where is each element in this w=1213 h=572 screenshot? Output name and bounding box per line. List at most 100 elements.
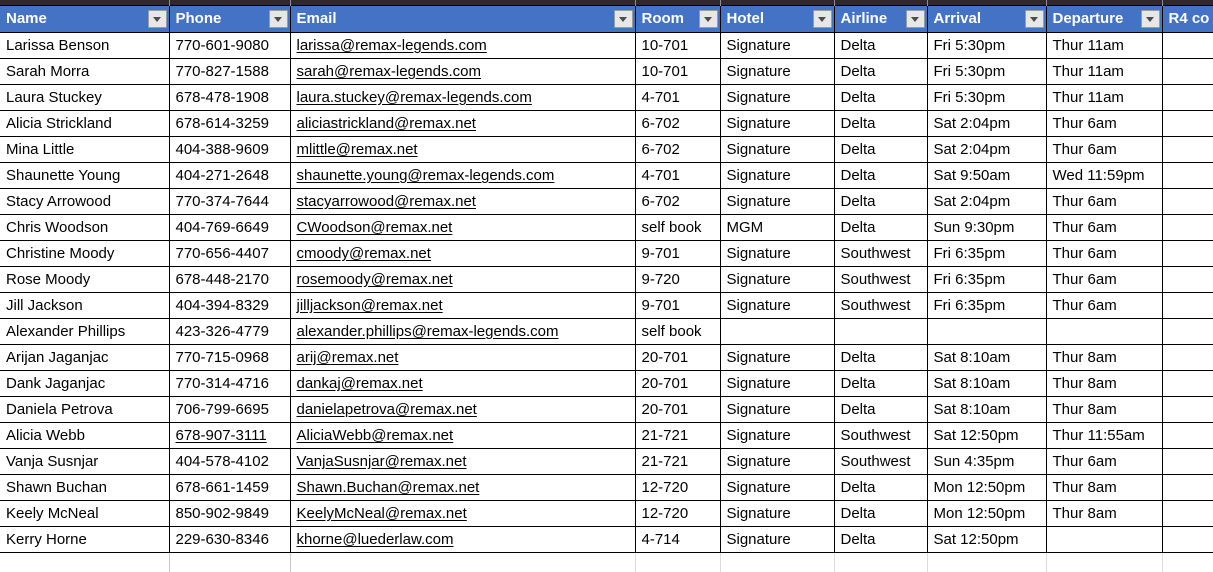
cell-arrival[interactable]: Sat 2:04pm (926, 188, 1047, 215)
cell-hotel[interactable]: Signature (719, 422, 835, 449)
cell-arrival[interactable]: Fri 5:30pm (926, 58, 1047, 85)
cell-r4[interactable] (1161, 240, 1213, 267)
cell-name[interactable]: Chris Woodson (0, 214, 170, 241)
cell-room[interactable]: 21-721 (634, 422, 721, 449)
column-header-phone[interactable]: Phone (168, 5, 291, 33)
cell-email[interactable]: VanjaSusnjar@remax.net (289, 448, 636, 475)
cell-departure[interactable] (1045, 318, 1163, 345)
cell-r4[interactable] (1161, 318, 1213, 345)
cell-arrival[interactable]: Sat 9:50am (926, 162, 1047, 189)
column-header-departure[interactable]: Departure (1045, 5, 1163, 33)
empty-cell[interactable] (1161, 552, 1213, 572)
cell-airline[interactable]: Delta (833, 162, 928, 189)
cell-r4[interactable] (1161, 58, 1213, 85)
cell-name[interactable]: Kerry Horne (0, 526, 170, 553)
cell-hotel[interactable]: Signature (719, 526, 835, 553)
cell-room[interactable]: 6-702 (634, 136, 721, 163)
cell-airline[interactable]: Southwest (833, 448, 928, 475)
cell-r4[interactable] (1161, 396, 1213, 423)
cell-arrival[interactable]: Sat 12:50pm (926, 422, 1047, 449)
cell-room[interactable]: 9-720 (634, 266, 721, 293)
cell-r4[interactable] (1161, 526, 1213, 553)
cell-arrival[interactable]: Fri 6:35pm (926, 292, 1047, 319)
cell-phone[interactable]: 678-661-1459 (168, 474, 291, 501)
cell-name[interactable]: Stacy Arrowood (0, 188, 170, 215)
cell-phone[interactable]: 850-902-9849 (168, 500, 291, 527)
cell-r4[interactable] (1161, 84, 1213, 111)
cell-email[interactable]: AliciaWebb@remax.net (289, 422, 636, 449)
cell-email[interactable]: jilljackson@remax.net (289, 292, 636, 319)
cell-airline[interactable]: Southwest (833, 266, 928, 293)
filter-button-name[interactable] (147, 10, 167, 28)
cell-name[interactable]: Keely McNeal (0, 500, 170, 527)
cell-phone[interactable]: 706-799-6695 (168, 396, 291, 423)
cell-phone[interactable]: 770-601-9080 (168, 32, 291, 59)
cell-email[interactable]: alexander.phillips@remax-legends.com (289, 318, 636, 345)
cell-departure[interactable]: Thur 6am (1045, 136, 1163, 163)
cell-hotel[interactable]: MGM (719, 214, 835, 241)
cell-email[interactable]: sarah@remax-legends.com (289, 58, 636, 85)
cell-r4[interactable] (1161, 422, 1213, 449)
cell-email[interactable]: dankaj@remax.net (289, 370, 636, 397)
cell-arrival[interactable]: Mon 12:50pm (926, 474, 1047, 501)
cell-arrival[interactable]: Sat 2:04pm (926, 136, 1047, 163)
cell-r4[interactable] (1161, 32, 1213, 59)
cell-room[interactable]: 21-721 (634, 448, 721, 475)
cell-room[interactable]: 20-701 (634, 344, 721, 371)
cell-email[interactable]: shaunette.young@remax-legends.com (289, 162, 636, 189)
cell-room[interactable]: 12-720 (634, 500, 721, 527)
empty-cell[interactable] (926, 552, 1046, 572)
cell-phone[interactable]: 770-314-4716 (168, 370, 291, 397)
empty-cell[interactable] (168, 552, 291, 572)
cell-airline[interactable]: Delta (833, 136, 928, 163)
cell-email[interactable]: rosemoody@remax.net (289, 266, 636, 293)
cell-airline[interactable]: Delta (833, 344, 928, 371)
cell-room[interactable]: 12-720 (634, 474, 721, 501)
cell-hotel[interactable]: Signature (719, 266, 835, 293)
cell-name[interactable]: Shawn Buchan (0, 474, 170, 501)
cell-r4[interactable] (1161, 500, 1213, 527)
cell-departure[interactable]: Thur 6am (1045, 110, 1163, 137)
cell-hotel[interactable]: Signature (719, 396, 835, 423)
cell-departure[interactable]: Thur 6am (1045, 188, 1163, 215)
cell-airline[interactable]: Delta (833, 370, 928, 397)
filter-button-phone[interactable] (268, 10, 288, 28)
cell-hotel[interactable]: Signature (719, 84, 835, 111)
cell-email[interactable]: stacyarrowood@remax.net (289, 188, 636, 215)
cell-email[interactable]: arij@remax.net (289, 344, 636, 371)
column-header-airline[interactable]: Airline (833, 5, 928, 33)
cell-airline[interactable]: Southwest (833, 292, 928, 319)
cell-email[interactable]: khorne@luederlaw.com (289, 526, 636, 553)
cell-airline[interactable]: Delta (833, 526, 928, 553)
cell-departure[interactable]: Wed 11:59pm (1045, 162, 1163, 189)
cell-hotel[interactable] (719, 318, 835, 345)
cell-phone[interactable]: 770-374-7644 (168, 188, 291, 215)
cell-phone[interactable]: 678-478-1908 (168, 84, 291, 111)
filter-button-hotel[interactable] (812, 10, 832, 28)
cell-arrival[interactable]: Fri 5:30pm (926, 32, 1047, 59)
cell-name[interactable]: Sarah Morra (0, 58, 170, 85)
cell-phone[interactable]: 423-326-4779 (168, 318, 291, 345)
cell-phone[interactable]: 770-715-0968 (168, 344, 291, 371)
cell-departure[interactable]: Thur 8am (1045, 500, 1163, 527)
cell-departure[interactable]: Thur 8am (1045, 344, 1163, 371)
empty-cell[interactable] (0, 552, 169, 572)
cell-r4[interactable] (1161, 448, 1213, 475)
cell-departure[interactable]: Thur 6am (1045, 266, 1163, 293)
cell-airline[interactable]: Delta (833, 396, 928, 423)
cell-phone[interactable]: 404-388-9609 (168, 136, 291, 163)
cell-hotel[interactable]: Signature (719, 188, 835, 215)
cell-phone[interactable]: 770-656-4407 (168, 240, 291, 267)
cell-phone[interactable]: 404-394-8329 (168, 292, 291, 319)
cell-phone[interactable]: 678-907-3111 (168, 422, 291, 449)
empty-cell[interactable] (833, 552, 927, 572)
cell-airline[interactable]: Delta (833, 84, 928, 111)
cell-room[interactable]: self book (634, 318, 721, 345)
cell-phone[interactable]: 404-578-4102 (168, 448, 291, 475)
cell-room[interactable]: 20-701 (634, 370, 721, 397)
cell-hotel[interactable]: Signature (719, 448, 835, 475)
cell-r4[interactable] (1161, 110, 1213, 137)
cell-arrival[interactable] (926, 318, 1047, 345)
cell-hotel[interactable]: Signature (719, 58, 835, 85)
cell-r4[interactable] (1161, 474, 1213, 501)
